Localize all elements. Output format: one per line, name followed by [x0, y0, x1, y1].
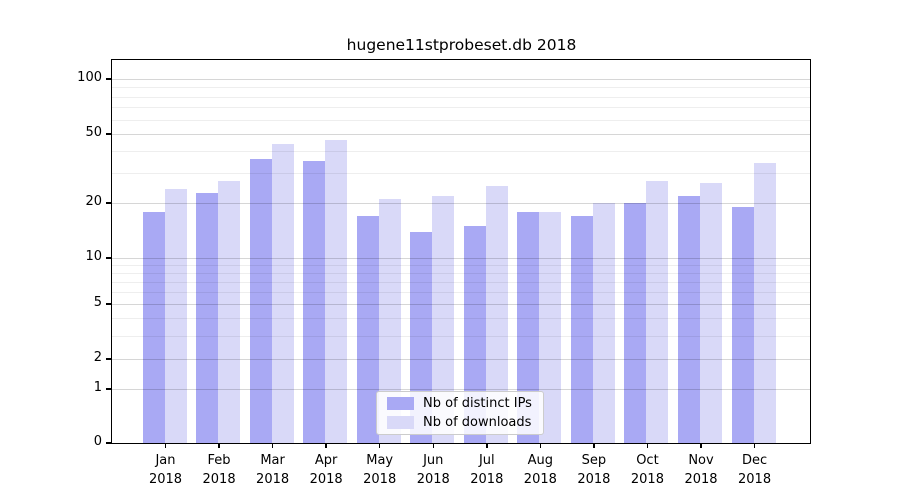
bar-ips-apr: [303, 161, 326, 443]
y-tick-label: 2: [93, 350, 102, 365]
x-tick: [271, 443, 274, 448]
bar-ips-aug: [517, 211, 540, 443]
gridline-major: [112, 203, 811, 204]
y-tick-label: 0: [93, 434, 102, 449]
x-tick: [378, 443, 381, 448]
x-tick-label: Jan 2018: [148, 453, 183, 487]
bar-downloads-sep: [592, 203, 615, 443]
gridline-minor: [112, 172, 811, 174]
x-tick-label: Sep 2018: [577, 453, 611, 487]
y-tick-label: 50: [85, 125, 102, 140]
bar-downloads-jun: [432, 195, 455, 443]
y-tick: [106, 257, 111, 259]
bar-ips-dec: [731, 207, 754, 443]
gridline-minor: [112, 282, 811, 284]
gridline-major: [112, 79, 811, 80]
x-tick: [539, 443, 542, 448]
gridline-minor: [112, 292, 811, 294]
x-tick: [486, 443, 488, 448]
x-tick-label: Aug 2018: [523, 453, 557, 487]
gridline-major: [112, 258, 811, 259]
bar-downloads-dec: [753, 163, 776, 443]
y-tick: [106, 78, 111, 80]
bar-ips-mar: [249, 158, 272, 443]
x-tick-label: Oct 2018: [630, 453, 664, 487]
bar-ips-nov: [678, 195, 700, 443]
x-tick: [218, 443, 220, 448]
bar-ips-feb: [196, 192, 219, 443]
x-tick: [432, 443, 434, 448]
legend-item-distinct-ips: Nb of distinct IPs: [387, 396, 543, 411]
chart-title: hugene11stprobeset.db 2018: [346, 36, 577, 54]
bar-ips-jul: [463, 226, 486, 443]
bar-ips-jan: [142, 211, 165, 443]
bar-downloads-aug: [539, 211, 562, 443]
x-tick: [593, 443, 595, 448]
gridline-minor: [112, 107, 811, 109]
legend-swatch-ips: [387, 397, 414, 410]
x-tick-label: Dec 2018: [738, 453, 772, 487]
bar-ips-jun: [410, 231, 433, 443]
gridline-minor: [112, 265, 811, 267]
y-tick: [106, 442, 111, 444]
bar-downloads-may: [378, 199, 401, 443]
x-tick: [325, 443, 327, 448]
bar-downloads-feb: [218, 180, 241, 443]
gridline-minor: [112, 87, 811, 89]
y-tick: [106, 303, 111, 305]
gridline-major: [112, 134, 811, 135]
y-tick: [106, 358, 111, 360]
x-tick-label: Mar 2018: [256, 453, 290, 487]
bar-downloads-jul: [485, 186, 508, 443]
bar-downloads-apr: [325, 140, 348, 443]
gridline-major: [112, 304, 811, 305]
legend-label-downloads: Nb of downloads: [423, 415, 532, 430]
legend-swatch-downloads: [387, 416, 414, 429]
x-tick: [646, 443, 649, 448]
x-tick-label: Nov 2018: [684, 453, 718, 487]
gridline-minor: [112, 96, 811, 98]
gridline-minor: [112, 150, 811, 152]
gridline-major: [112, 389, 811, 390]
y-tick-label: 1: [93, 380, 102, 395]
bar-ips-may: [356, 216, 379, 443]
bar-downloads-nov: [700, 183, 722, 443]
y-tick-label: 5: [93, 295, 102, 310]
gridline-minor: [112, 318, 811, 320]
bar-ips-oct: [624, 203, 647, 443]
x-tick: [700, 443, 702, 448]
gridline-major: [112, 359, 811, 360]
legend-item-downloads: Nb of downloads: [387, 415, 543, 430]
y-tick: [106, 133, 111, 135]
gridline-minor: [112, 336, 811, 338]
x-tick-label: Jun 2018: [416, 453, 450, 487]
x-tick-label: Feb 2018: [202, 453, 236, 487]
bar-downloads-jan: [164, 189, 187, 443]
y-tick: [106, 388, 111, 390]
x-tick-label: Apr 2018: [309, 453, 343, 487]
bar-ips-sep: [570, 216, 593, 443]
gridline-minor: [112, 119, 811, 121]
x-tick: [753, 443, 756, 448]
bar-downloads-oct: [646, 180, 669, 443]
gridline-minor: [112, 273, 811, 275]
x-tick: [164, 443, 167, 448]
y-tick-label: 100: [77, 70, 102, 85]
y-tick-label: 20: [85, 194, 102, 209]
bar-downloads-mar: [271, 143, 294, 443]
legend: Nb of distinct IPs Nb of downloads: [376, 391, 544, 435]
legend-label-ips: Nb of distinct IPs: [423, 396, 532, 411]
y-tick-label: 10: [85, 249, 102, 264]
y-tick: [106, 202, 111, 204]
x-tick-label: May 2018: [363, 453, 397, 487]
x-tick-label: Jul 2018: [470, 453, 504, 487]
